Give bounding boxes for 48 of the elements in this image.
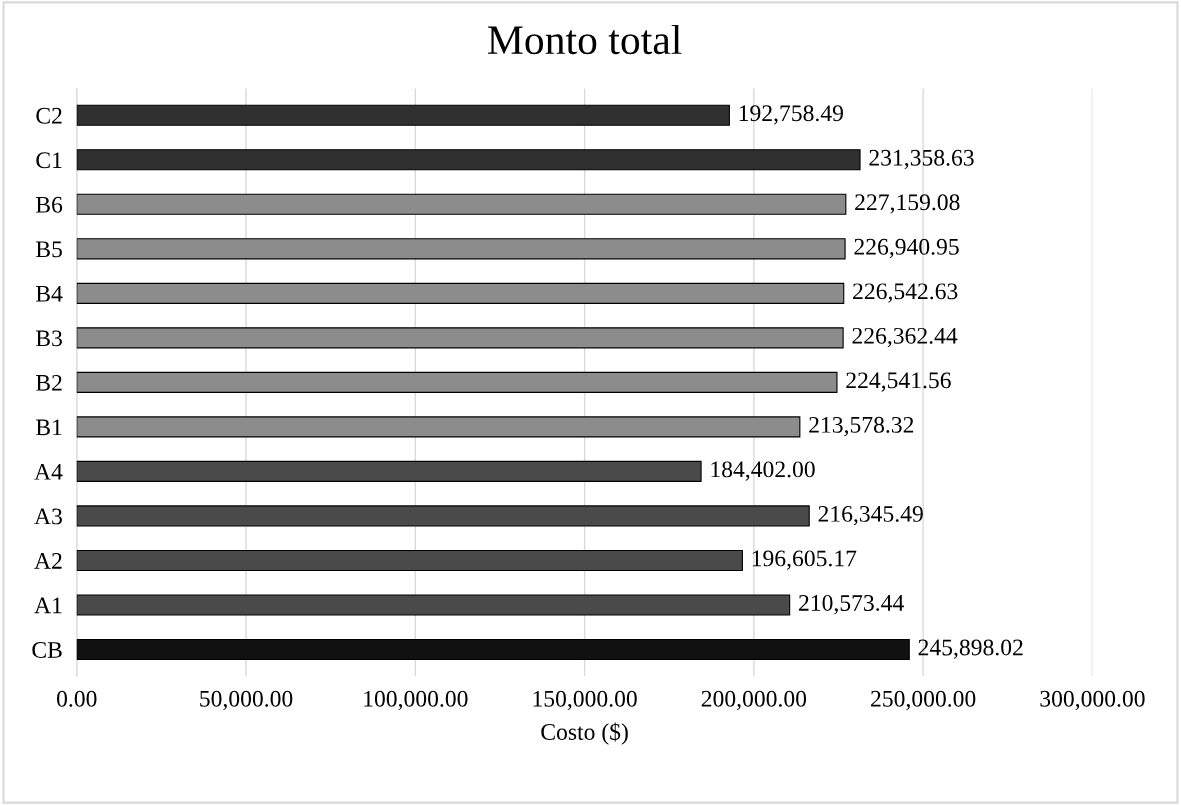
y-tick-label: B3 (36, 330, 62, 347)
y-tick-label: B1 (36, 419, 62, 436)
data-label: 216,345.49 (818, 505, 923, 526)
y-tick-label: A4 (34, 464, 63, 480)
x-tick-label: 200,000.00 (701, 690, 807, 711)
bar (76, 104, 730, 126)
bar (76, 327, 844, 349)
x-tick-label: 300,000.00 (1040, 690, 1145, 711)
x-tick-label: 150,000.00 (533, 690, 637, 711)
data-label: 196,605.17 (752, 550, 857, 570)
bar (76, 282, 845, 304)
data-label: 210,573.44 (799, 594, 904, 615)
data-label: 226,362.44 (852, 327, 958, 348)
data-label: 184,402.00 (711, 461, 815, 481)
bar (76, 460, 702, 482)
x-tick-label: 0.00 (57, 690, 97, 707)
data-label: 245,898.02 (918, 639, 1023, 659)
y-tick-label: B6 (36, 196, 63, 213)
y-tick-label: A3 (34, 508, 62, 525)
bar (76, 505, 810, 527)
y-tick-label: B2 (36, 374, 62, 391)
bar (76, 594, 791, 616)
data-label: 226,542.63 (853, 283, 958, 303)
bar (76, 549, 743, 572)
x-tick-label: 50,000.00 (200, 690, 293, 711)
y-tick-label: C2 (36, 107, 62, 124)
chart-title: Monto total (487, 24, 682, 55)
y-tick-label: B4 (36, 285, 63, 302)
y-tick-label: C1 (36, 152, 62, 169)
bar (76, 149, 861, 171)
bar (76, 193, 847, 215)
data-label: 231,358.63 (869, 149, 974, 170)
bar (76, 238, 846, 260)
data-label: 224,541.56 (846, 372, 951, 392)
x-tick-label: 250,000.00 (871, 690, 976, 711)
y-tick-label: A1 (34, 597, 62, 614)
data-label: 226,940.95 (854, 238, 959, 259)
data-label: 227,159.08 (855, 194, 960, 214)
x-axis-title: Costo ($) (541, 722, 628, 745)
bar (76, 371, 838, 393)
data-label: 192,758.49 (739, 105, 843, 125)
bar (76, 416, 801, 438)
y-tick-label: B5 (36, 241, 62, 258)
y-tick-label: CB (32, 642, 62, 658)
x-tick-label: 100,000.00 (364, 690, 468, 711)
bar (76, 638, 910, 661)
data-label: 213,578.32 (809, 416, 914, 437)
y-tick-label: A2 (34, 553, 62, 569)
